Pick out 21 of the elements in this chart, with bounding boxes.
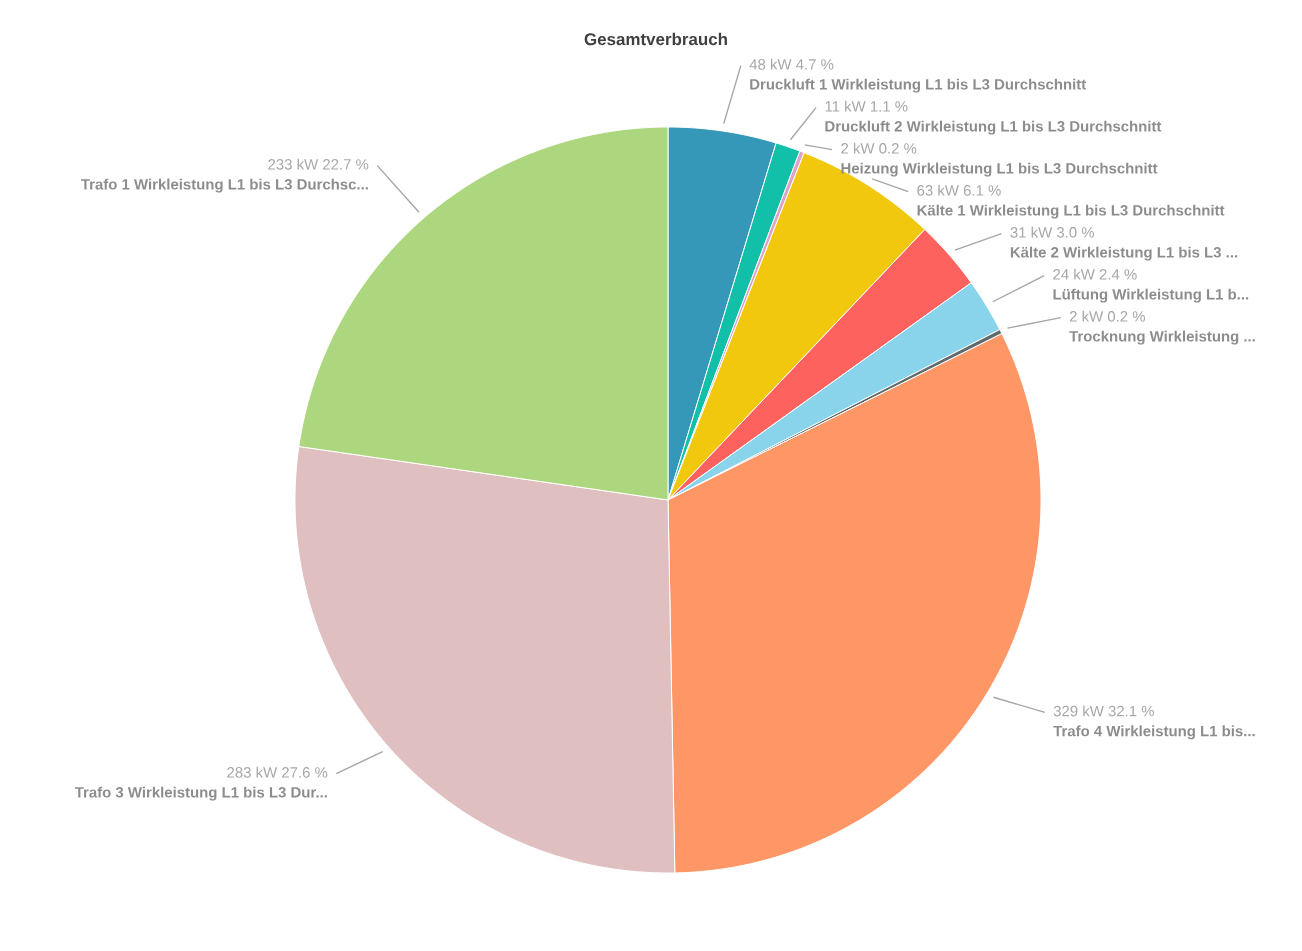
data-label: 24 kW 2.4 % <box>1053 268 1137 280</box>
data-label: 2 kW 0.2 % <box>1069 310 1146 322</box>
slice-label: Kälte 1 Wirkleistung L1 bis L3 Durchschnitt <box>917 204 1225 219</box>
slice-label: Druckluft 1 Wirkleistung L1 bis L3 Durchschnitt <box>750 78 1087 93</box>
data-label: 48 kW 4.7 % <box>749 58 834 70</box>
slice-label: Druckluft 2 Wirkleistung L1 bis L3 Durchschnitt <box>825 120 1162 135</box>
slice-label: Trafo 3 Wirkleistung L1 bis L3 Dur... <box>74 786 327 801</box>
data-label: 11 kW 1.1 % <box>825 100 908 112</box>
data-label: 233 kW 22.7 % <box>268 158 369 170</box>
chart-title: Gesamtverbrauch <box>584 32 727 46</box>
data-label: 283 kW 27.6 % <box>227 766 328 778</box>
data-label: 63 kW 6.1 % <box>917 184 1001 196</box>
slice-label: Trafo 4 Wirkleistung L1 bis... <box>1053 725 1255 740</box>
data-label: 2 kW 0.2 % <box>841 142 917 154</box>
slice-label: Trafo 1 Wirkleistung L1 bis L3 Durchsc... <box>81 178 368 193</box>
slice-label: Lüftung Wirkleistung L1 b... <box>1053 288 1249 303</box>
data-label: 31 kW 3.0 % <box>1010 226 1095 238</box>
slice-label: Kälte 2 Wirkleistung L1 bis L3 ... <box>1010 246 1238 261</box>
slice-label: Heizung Wirkleistung L1 bis L3 Durchschnitt <box>841 162 1158 177</box>
slice-label: Trocknung Wirkleistung ... <box>1069 330 1255 345</box>
data-label: 329 kW 32.1 % <box>1053 705 1154 717</box>
